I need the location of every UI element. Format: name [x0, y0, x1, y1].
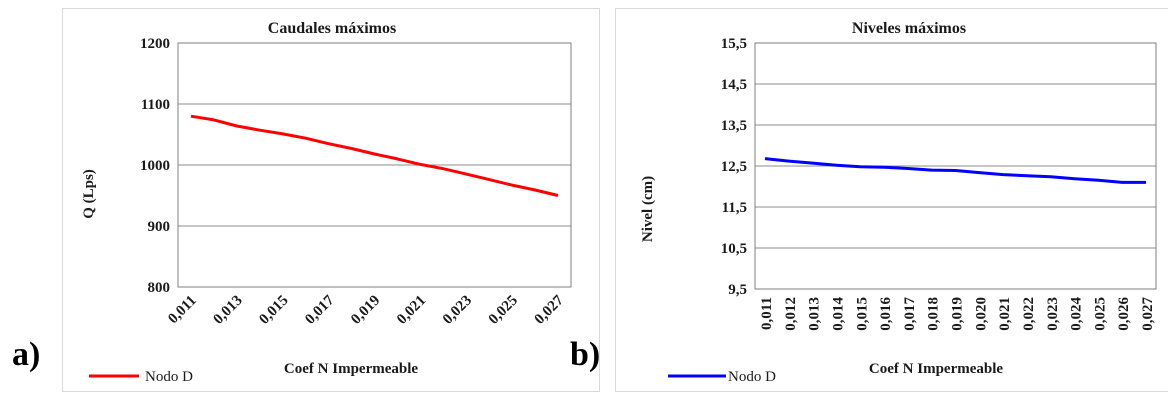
- x-tick-label: 0,017: [902, 297, 918, 331]
- x-tick-label: 0,027: [1140, 297, 1156, 331]
- panel-label-b: b): [570, 336, 601, 373]
- x-tick-label: 0,025: [486, 293, 521, 328]
- x-tick-label: 0,015: [256, 293, 291, 328]
- panel-label-a: a): [12, 336, 41, 373]
- x-tick-label: 0,019: [950, 297, 966, 331]
- x-tick-label: 0,025: [1092, 297, 1108, 331]
- chart-title: Caudales máximos: [268, 20, 396, 37]
- chart-panel-caudales: 800 900 1000 1100 1200 0,011 0,013 0,015 0,017 0…: [62, 8, 600, 392]
- y-tick-label: 1100: [141, 97, 170, 113]
- legend-label: Nodo D: [145, 369, 193, 385]
- y-tick-label: 800: [148, 280, 171, 296]
- x-tick-label: 0,011: [759, 297, 775, 330]
- y-tick-label: 13,5: [721, 118, 747, 134]
- x-axis-title: Coef N Impermeable: [869, 361, 1003, 377]
- y-tick-label: 900: [148, 219, 171, 235]
- x-tick-label: 0,013: [211, 293, 246, 328]
- y-axis-title: Q (Lps): [81, 169, 97, 219]
- legend-label: Nodo D: [728, 369, 776, 385]
- y-tick-label: 12,5: [721, 159, 747, 175]
- x-tick-label: 0,027: [532, 292, 568, 328]
- x-tick-label: 0,021: [997, 297, 1013, 331]
- x-tick-label: 0,021: [394, 293, 429, 328]
- x-tick-label: 0,018: [926, 297, 942, 331]
- y-axis-title: Nivel (cm): [640, 176, 656, 242]
- x-tick-label: 0,020: [973, 297, 989, 331]
- x-tick-label: 0,026: [1116, 297, 1132, 331]
- y-tick-label: 10,5: [721, 241, 747, 257]
- x-tick-label: 0,014: [830, 297, 846, 331]
- y-tick-label: 11,5: [722, 200, 747, 216]
- y-tick-label: 15,5: [721, 36, 747, 52]
- x-tick-label: 0,017: [302, 292, 338, 328]
- chart-panel-niveles: 9,5 10,5 11,5 12,5 13,5 14,5 15,5 0,011 0,012 0,…: [615, 8, 1168, 392]
- y-tick-label: 1000: [140, 158, 170, 174]
- series-line-nodo-d: [764, 157, 1146, 184]
- x-tick-label: 0,011: [165, 293, 200, 328]
- series-line-nodo-d: [190, 114, 559, 197]
- y-tick-label: 9,5: [728, 282, 747, 298]
- y-tick-label: 14,5: [721, 77, 747, 93]
- x-tick-label: 0,022: [1021, 297, 1037, 331]
- x-tick-label: 0,012: [783, 297, 799, 331]
- y-tick-label: 1200: [140, 36, 170, 52]
- x-axis-title: Coef N Impermeable: [284, 361, 418, 377]
- chart-caudales-svg: 800 900 1000 1100 1200 0,011 0,013 0,015 0,017 0…: [81, 20, 572, 385]
- x-tick-label: 0,019: [348, 293, 383, 328]
- x-tick-label: 0,024: [1069, 297, 1085, 331]
- x-tick-label: 0,015: [854, 297, 870, 331]
- chart-niveles-svg: 9,5 10,5 11,5 12,5 13,5 14,5 15,5 0,011 0,012 0,…: [640, 20, 1157, 385]
- x-tick-label: 0,016: [878, 297, 894, 331]
- x-tick-label: 0,023: [1045, 297, 1061, 331]
- chart-title: Niveles máximos: [852, 20, 966, 37]
- x-tick-label: 0,023: [440, 293, 475, 328]
- x-tick-label: 0,013: [807, 297, 823, 331]
